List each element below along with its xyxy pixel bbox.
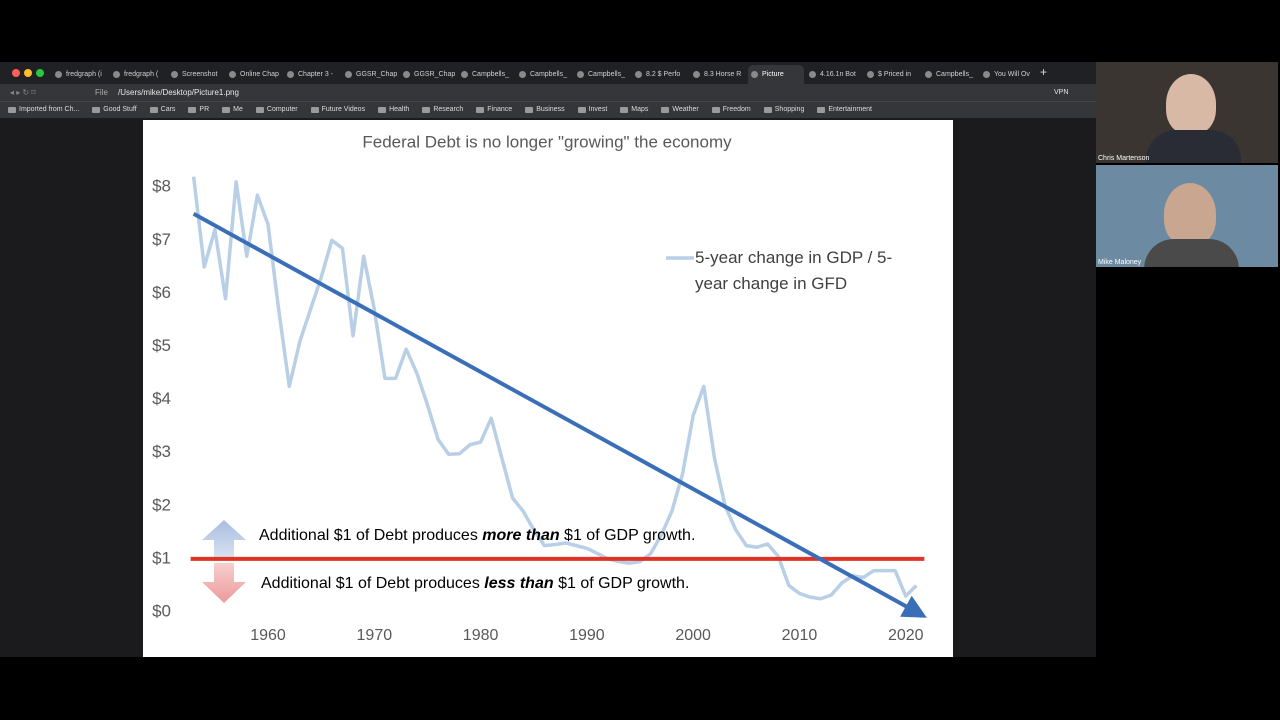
y-tick-label: $1 [152,548,171,567]
x-tick-label: 1980 [463,627,499,644]
annotation-part: $1 of GDP growth. [554,575,690,592]
trend-line [192,212,927,618]
bookmark[interactable]: Imported from Ch... [8,102,79,118]
browser-tab[interactable]: You Will Ov [980,65,1036,84]
close-button[interactable] [12,69,20,77]
browser-tab[interactable]: Campbells_ [458,65,514,84]
address-url[interactable]: /Users/mike/Desktop/Picture1.png [118,88,239,97]
x-tick-label: 2010 [782,627,818,644]
video-tile: Mike Maloney [1096,165,1278,267]
annotation: Additional $1 of Debt produces more than… [259,527,695,544]
bookmark[interactable]: Entertainment [817,102,872,118]
browser-tab[interactable]: Online Chap [226,65,282,84]
x-tick-label: 2000 [675,627,711,644]
browser-tab[interactable]: Picture [748,65,804,84]
browser-tab[interactable]: Campbells_ [922,65,978,84]
y-tick-label: $8 [152,177,171,196]
legend-label: 5-year change in GDP / 5-year change in … [695,248,893,293]
bookmark[interactable]: PR [188,102,209,118]
bookmark[interactable]: Weather [661,102,699,118]
bookmark[interactable]: Good Stuff [92,102,137,118]
browser-tab[interactable]: 8.2 $ Perfo [632,65,688,84]
bookmark[interactable]: Future Videos [310,102,365,118]
x-tick-label: 1970 [357,627,393,644]
chart: Federal Debt is no longer "growing" the … [152,132,927,644]
y-tick-label: $4 [152,389,171,408]
participant-name: Mike Maloney [1098,259,1142,266]
browser-tab[interactable]: GGSR_Chap [400,65,456,84]
bookmark[interactable]: Business [525,102,565,118]
x-tick-label: 1990 [569,627,605,644]
zoom-button[interactable] [36,69,44,77]
browser-tab[interactable]: GGSR_Chap [342,65,398,84]
y-tick-label: $7 [152,230,171,249]
person [1164,183,1216,245]
nav-icons: ◂ ▸ ↻ ⌑ [10,88,36,97]
bookmark[interactable]: Finance [476,102,512,118]
browser-tab[interactable]: Campbells_ [516,65,572,84]
bookmark[interactable]: Invest [577,102,607,118]
annotation-part: more than [482,527,560,544]
browser-window: + fredgraph (i fredgraph (Screenshot Onlin… [0,62,1096,657]
chart-title: Federal Debt is no longer "growing" the … [362,132,732,151]
annotation-part: $1 of GDP growth. [560,527,696,544]
browser-tab[interactable]: $ Priced in [864,65,920,84]
slide-image: Federal Debt is no longer "growing" the … [143,120,953,657]
address-bar: ◂ ▸ ↻ ⌑ File /Users/mike/Desktop/Picture… [0,84,1096,101]
x-tick-label: 2020 [888,627,924,644]
bookmark[interactable]: Computer [255,102,298,118]
browser-tab[interactable]: 4.16.1n Bot [806,65,862,84]
browser-tab[interactable]: 8.3 Horse R [690,65,746,84]
data-line [191,176,918,601]
y-tick-label: $5 [152,336,171,355]
bookmark[interactable]: Research [422,102,463,118]
x-tick-label: 1960 [250,627,286,644]
annotation-part: Additional $1 of Debt produces [259,527,482,544]
browser-tab[interactable]: fredgraph ( [110,65,166,84]
minimize-button[interactable] [24,69,32,77]
down-arrow [202,563,246,603]
person [1166,74,1216,134]
bookmark[interactable]: Health [378,102,409,118]
bookmark[interactable]: Freedom [711,102,751,118]
bookmarks-bar: Imported from Ch... Good Stuff Cars PR Me Com… [0,101,1096,118]
bookmark[interactable]: Me [222,102,243,118]
y-tick-label: $2 [152,495,171,514]
y-tick-label: $0 [152,601,171,620]
y-tick-label: $6 [152,283,171,302]
annotation: Additional $1 of Debt produces less than… [261,575,689,592]
person-body [1144,239,1239,267]
bookmark[interactable]: Shopping [763,102,804,118]
person-body [1146,130,1241,163]
browser-tab[interactable]: Chapter 3 - [284,65,340,84]
address-scheme: File [95,88,108,97]
annotation-part: less than [484,575,554,592]
y-tick-label: $3 [152,442,171,461]
new-tab-button[interactable]: + [1040,65,1048,79]
bookmark[interactable]: Maps [620,102,648,118]
browser-tab[interactable]: Campbells_ [574,65,630,84]
browser-tab[interactable]: Screenshot [168,65,224,84]
vpn-badge[interactable]: VPN [1054,89,1069,96]
up-arrow [202,520,246,557]
bookmark[interactable]: Cars [149,102,175,118]
participant-name: Chris Martenson [1098,155,1150,162]
browser-tab[interactable]: fredgraph (i [52,65,108,84]
video-tile: Chris Martenson [1096,62,1278,163]
tab-bar: + fredgraph (i fredgraph (Screenshot Onlin… [0,62,1096,84]
annotation-part: Additional $1 of Debt produces [261,575,484,592]
